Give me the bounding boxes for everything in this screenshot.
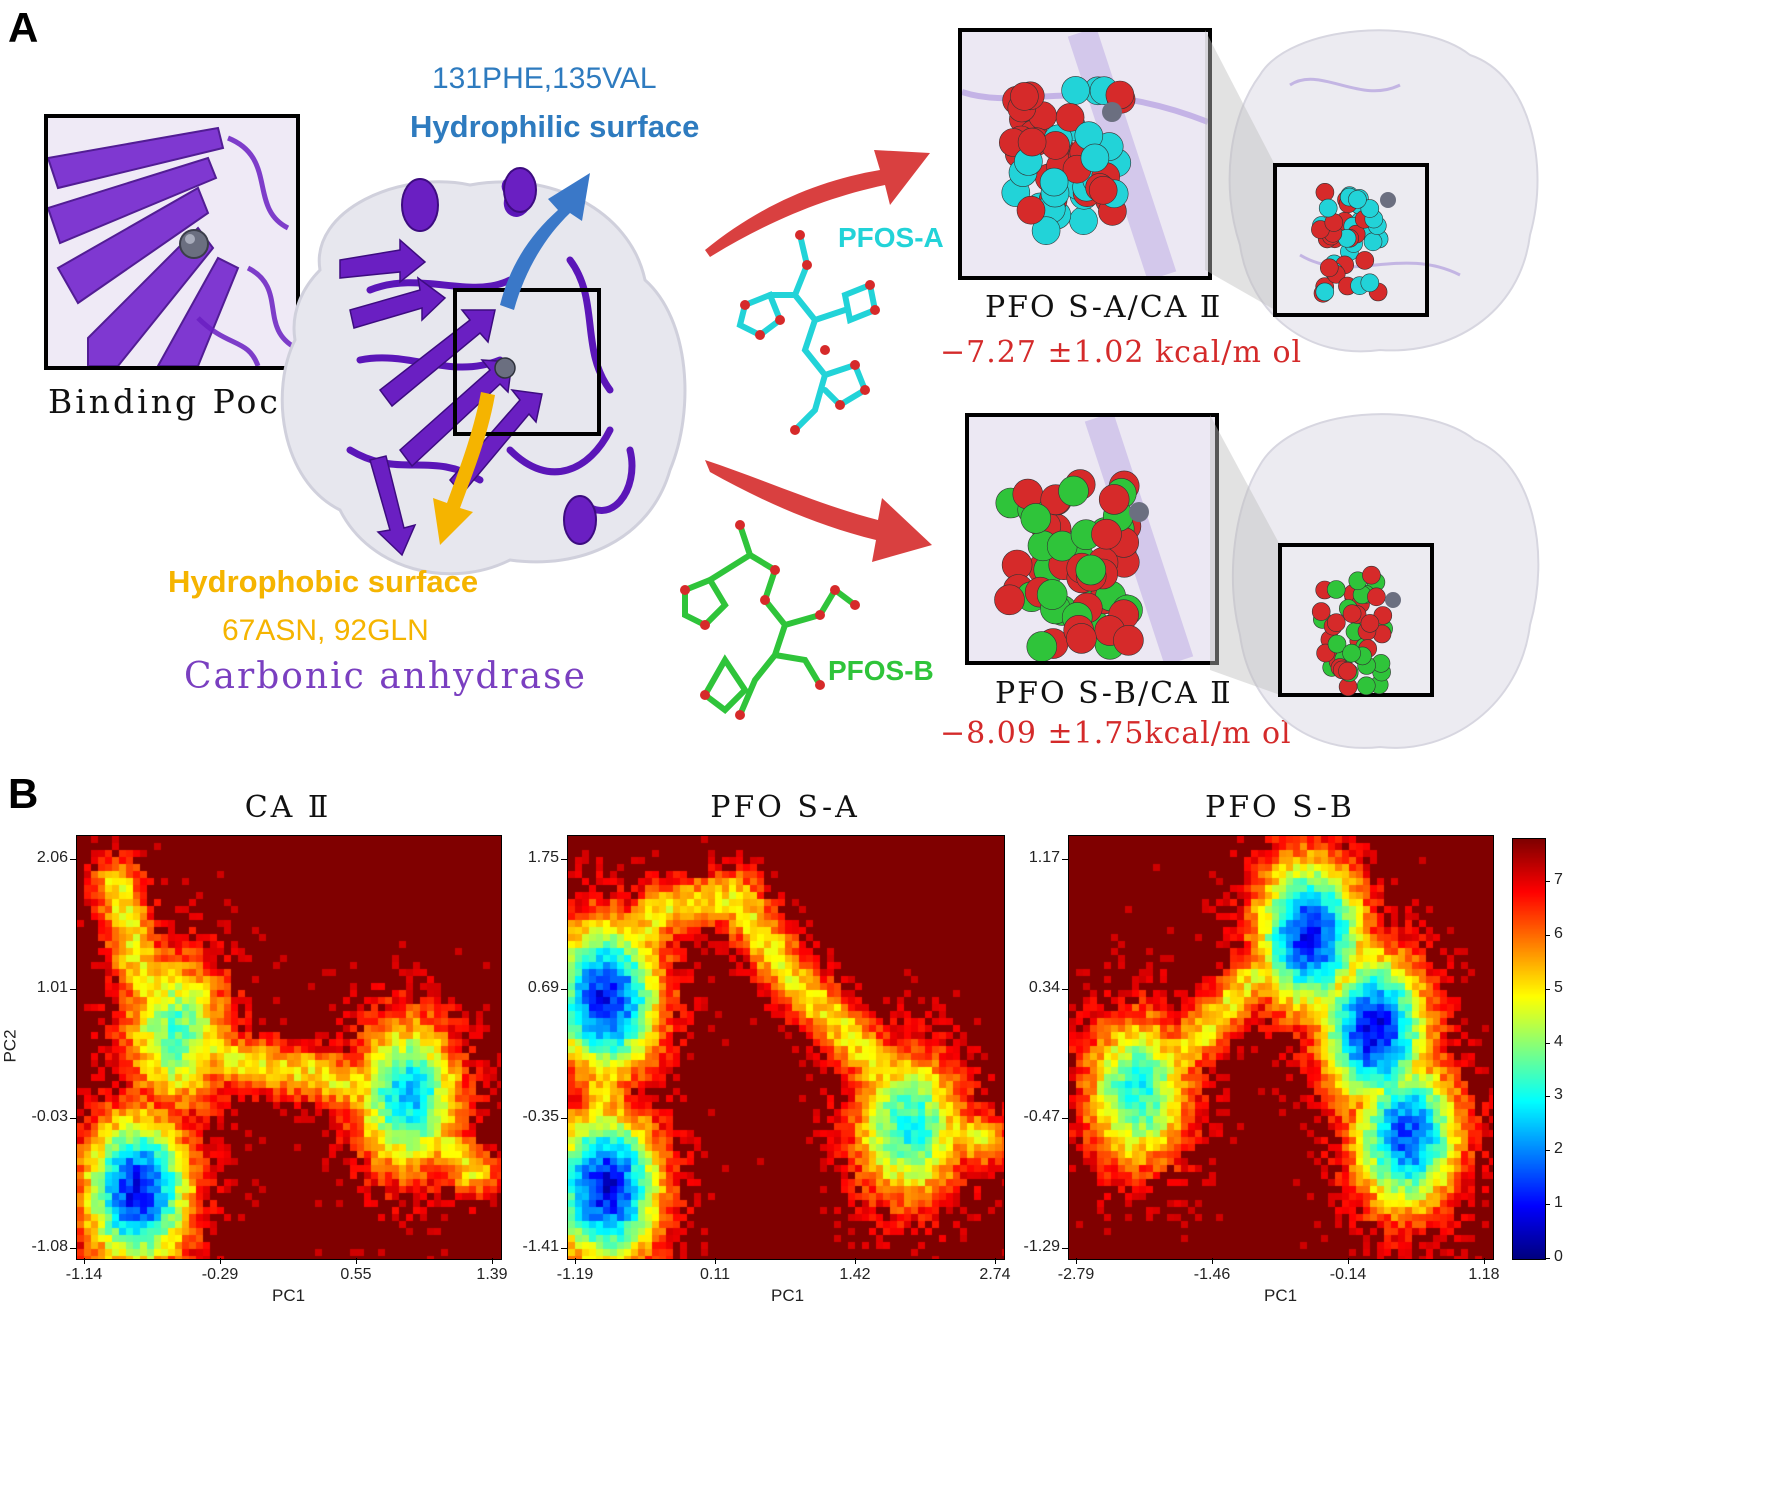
colorbar-tick-label: 3 bbox=[1554, 1086, 1563, 1104]
energy-b-label: −8.09 ±1.75kcal/m ol bbox=[940, 716, 1292, 751]
red-arrow-to-pfos-b bbox=[705, 460, 932, 562]
ligand-b-label: PFOS-B bbox=[828, 655, 934, 686]
y-tick-label: -0.03 bbox=[31, 1108, 68, 1126]
heatmap-2-plot bbox=[567, 835, 1005, 1260]
y-tick-label: -0.47 bbox=[1023, 1108, 1060, 1126]
pocket-ribbon-illustration bbox=[48, 118, 296, 366]
ligand-a-label: PFOS-A bbox=[838, 222, 944, 253]
y-tick-label: 1.75 bbox=[527, 849, 559, 866]
x-tick-label: 1.42 bbox=[839, 1266, 871, 1283]
colorbar-tick-label: 6 bbox=[1554, 924, 1563, 942]
complex-a-label: PFO S-A/CA Ⅱ bbox=[985, 290, 1223, 325]
heatmap-3-plot bbox=[1068, 835, 1494, 1260]
colorbar-tick-label: 7 bbox=[1554, 871, 1563, 889]
heatmap-3-title: PFO S-B bbox=[1205, 790, 1355, 825]
energy-a-label: −7.27 ±1.02 kcal/m ol bbox=[940, 335, 1303, 370]
heatmap-2-xlabel: PC1 bbox=[771, 1286, 805, 1305]
x-tick-label: -1.46 bbox=[1193, 1266, 1231, 1283]
hydrophilic-residues: 131PHE,135VAL bbox=[432, 62, 657, 95]
y-tick-label: 0.69 bbox=[527, 978, 559, 996]
x-tick-label: 1.39 bbox=[476, 1266, 508, 1283]
y-tick-label: 2.06 bbox=[36, 849, 68, 866]
heatmap-1-plot bbox=[76, 835, 502, 1260]
heatmap-3-xlabel: PC1 bbox=[1264, 1286, 1298, 1305]
x-tick-label: -1.19 bbox=[556, 1266, 594, 1283]
y-tick-label: -0.35 bbox=[522, 1108, 559, 1126]
hydrophobic-arrow bbox=[433, 392, 495, 545]
heatmap-2-title: PFO S-A bbox=[710, 790, 860, 825]
colorbar-tick-label: 4 bbox=[1554, 1032, 1563, 1050]
y-tick-label: 0.34 bbox=[1028, 978, 1060, 996]
colorbar-tick-label: 0 bbox=[1554, 1248, 1563, 1265]
hydrophilic-arrow bbox=[500, 173, 590, 310]
complex-b-overview bbox=[1210, 413, 1540, 749]
ligand-pfos-b-illustration bbox=[680, 520, 860, 720]
heatmap-1-xlabel: PC1 bbox=[272, 1286, 306, 1305]
complex-a-spheres bbox=[962, 32, 1208, 276]
y-tick-label: 1.17 bbox=[1028, 849, 1060, 866]
colorbar-tick-label: 5 bbox=[1554, 978, 1563, 996]
x-tick-label: -0.29 bbox=[201, 1266, 239, 1283]
complex-a-zoom bbox=[958, 28, 1212, 280]
colorbar-tick-label: 1 bbox=[1554, 1194, 1563, 1212]
heatmap-1-ylabel: PC2 bbox=[0, 1029, 20, 1063]
complex-b-zoom bbox=[965, 413, 1219, 665]
y-tick-label: 1.01 bbox=[36, 978, 68, 996]
hydrophobic-surface-label: Hydrophobic surface bbox=[168, 564, 479, 599]
heatmap-1-title: CA Ⅱ bbox=[244, 790, 332, 825]
panel-b-letter: B bbox=[8, 770, 39, 817]
x-tick-label: 0.55 bbox=[340, 1266, 372, 1283]
x-tick-label: 1.18 bbox=[1468, 1266, 1500, 1283]
x-tick-label: -2.79 bbox=[1057, 1266, 1095, 1283]
binding-pocket-zoom bbox=[44, 114, 300, 370]
x-tick-label: -1.14 bbox=[65, 1266, 103, 1283]
hydrophilic-surface-label: Hydrophilic surface bbox=[410, 109, 700, 144]
y-tick-label: -1.08 bbox=[31, 1238, 68, 1255]
y-tick-label: -1.41 bbox=[522, 1238, 559, 1255]
red-arrow-to-pfos-a bbox=[705, 150, 930, 257]
x-tick-label: 2.74 bbox=[979, 1266, 1011, 1283]
y-tick-label: -1.29 bbox=[1023, 1238, 1060, 1255]
complex-b-label: PFO S-B/CA Ⅱ bbox=[995, 676, 1233, 711]
protein-name-label: Carbonic anhydrase bbox=[184, 656, 587, 697]
hydrophobic-residues: 67ASN, 92GLN bbox=[222, 614, 429, 647]
complex-a-overview bbox=[1205, 29, 1539, 353]
colorbar bbox=[1512, 838, 1546, 1260]
colorbar-tick-label: 2 bbox=[1554, 1140, 1563, 1158]
panel-a-letter: A bbox=[8, 4, 39, 51]
x-tick-label: 0.11 bbox=[700, 1266, 730, 1283]
x-tick-label: -0.14 bbox=[1329, 1266, 1367, 1283]
complex-b-spheres bbox=[994, 417, 1194, 661]
ligand-pfos-a-illustration bbox=[736, 230, 880, 435]
protein-surface-illustration bbox=[280, 167, 687, 576]
